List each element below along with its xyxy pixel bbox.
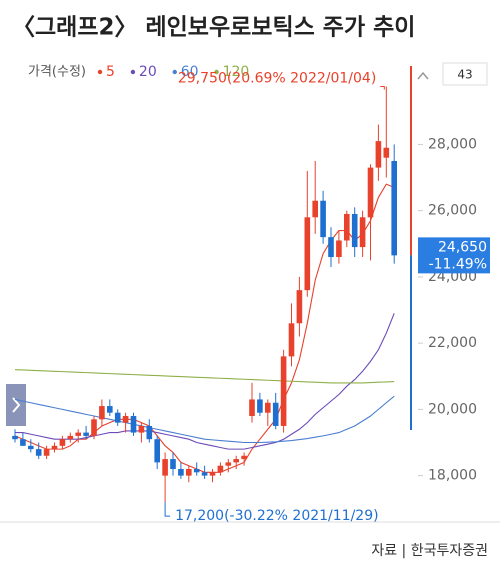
y-tick-label: 28,000 [428,136,477,152]
annotation-label: 29,750(20.69% 2022/01/04) [178,70,376,86]
candle-body [225,462,232,466]
scroll-up[interactable] [417,71,429,80]
candle-body [351,213,358,248]
candle-body [265,402,271,413]
candle-body [138,425,145,433]
y-tick-label: 26,000 [428,203,477,219]
side-tab[interactable] [6,384,26,426]
annotation-marker [164,502,171,517]
candle-body [99,406,105,420]
candle-body [83,432,89,436]
chart-title: 〈그래프2〉 레인보우로보틱스 주가 추이 [12,15,415,41]
candle-body [336,240,342,258]
annotation-label: 17,200(-30.22% 2021/11/29) [175,508,379,524]
candle-body [328,237,334,258]
candle-body [249,399,255,417]
legend-title: 가격(수정) [28,65,86,80]
candle-body [114,412,121,423]
candle-body [312,200,318,218]
y-tick-label: 22,000 [428,335,477,351]
legend-label: 20 [139,64,157,80]
candle-body [75,432,81,436]
side-tab-arrow [12,397,21,413]
candle-body [280,356,287,426]
candle-body [162,459,168,476]
candle-body [154,439,160,463]
candle-body [209,472,216,476]
legend-dot [130,69,136,75]
candle-body [193,469,200,473]
legend-label: 60 [181,64,199,80]
source: 자료 | 한국투자증권 [371,543,488,559]
candle-body [12,435,18,440]
candle-body [51,445,58,450]
candle-body [344,213,350,241]
ma-line [14,395,395,444]
candle-body [20,439,26,446]
candle-body [359,217,366,248]
candle-body [146,425,153,440]
legend-label: 120 [223,64,250,80]
legend-dot [172,69,177,75]
last-price: 24,650 [438,239,487,255]
annotation-marker [380,85,385,90]
plot-background [0,52,500,532]
candle-body [67,435,74,440]
candle-body [178,469,184,476]
counter: 43 [457,68,472,82]
candle-body [130,416,137,433]
counter-box [442,62,488,86]
candle-body [170,459,176,470]
candle-body [28,445,34,450]
candle-body [59,439,66,446]
candle-body [233,459,239,463]
y-tick-label: 20,000 [428,401,477,417]
candle-body [304,217,311,291]
candle-body [257,399,263,413]
candle-body [391,160,397,256]
legend-dot [214,69,219,75]
legend-dot [97,69,103,75]
ma-line [14,369,395,384]
candle-body [35,449,42,456]
candle-body [201,472,208,476]
candle-body [367,167,374,218]
candle-body [288,323,295,357]
candle-body [122,416,129,423]
candle-body [375,141,382,168]
candle-body [296,290,303,324]
candle-body [186,469,192,476]
price-box [418,237,490,274]
candle-body [383,147,390,158]
candle-body [43,449,50,456]
price-change: -11.49% [429,256,487,272]
candle-body [241,455,247,460]
legend-label: 5 [106,64,115,80]
candle-body [91,419,97,436]
candle-body [217,465,224,473]
y-tick-label: 18,000 [428,468,477,484]
candle-body [272,402,279,426]
candle-body [107,406,113,413]
candle-body [320,200,326,238]
